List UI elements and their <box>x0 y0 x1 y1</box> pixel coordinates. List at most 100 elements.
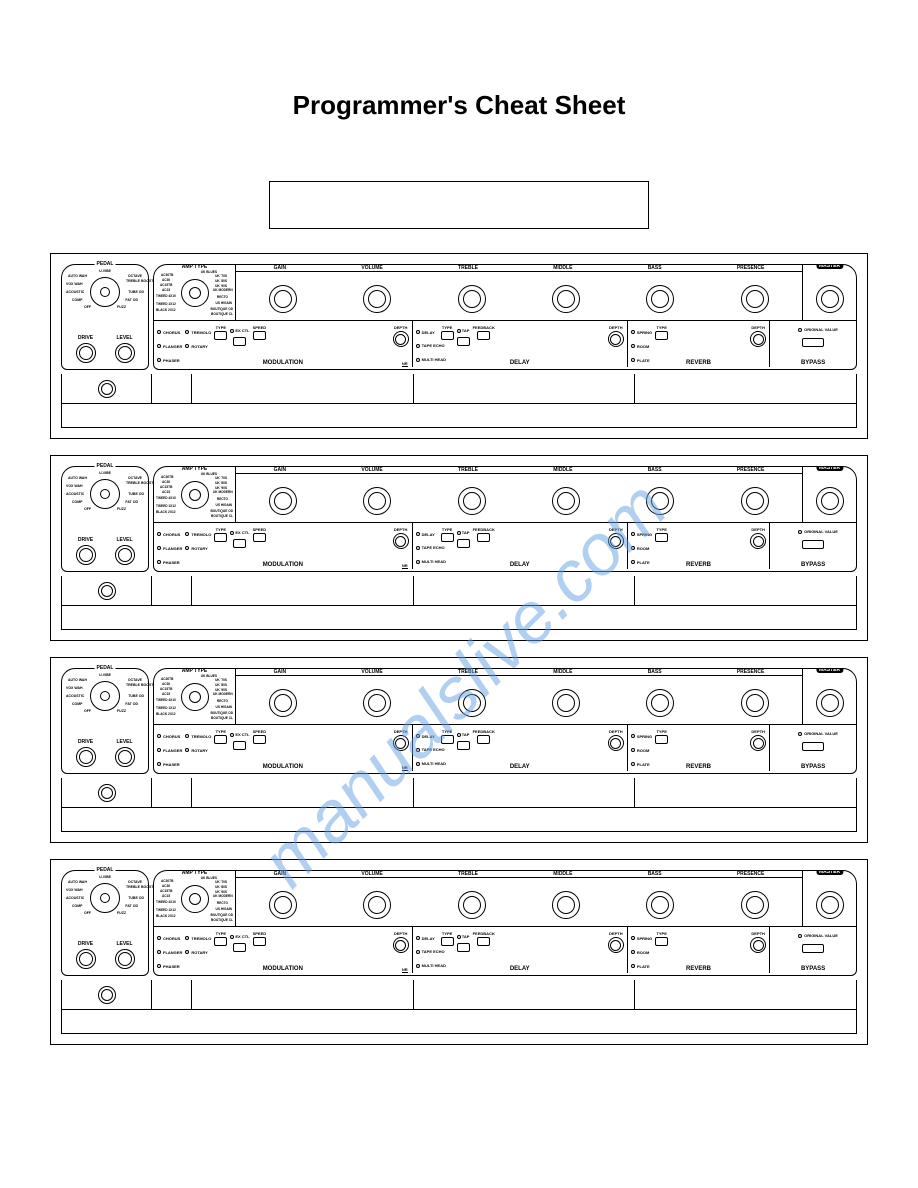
original-radio[interactable] <box>798 328 802 332</box>
spring-radio[interactable] <box>631 532 635 536</box>
mod-type-button[interactable] <box>214 937 227 946</box>
original-radio[interactable] <box>798 530 802 534</box>
delay-type-button[interactable] <box>441 331 454 340</box>
level-knob[interactable] <box>115 747 135 767</box>
delay-depth-knob[interactable] <box>608 331 624 347</box>
middle-knob[interactable] <box>552 689 580 717</box>
master-knob[interactable] <box>816 689 844 717</box>
presence-knob[interactable] <box>741 285 769 313</box>
reverb-type-button[interactable] <box>655 331 668 340</box>
mod-speed-button[interactable] <box>253 331 266 340</box>
rotary-radio[interactable] <box>185 344 189 348</box>
master-knob[interactable] <box>816 891 844 919</box>
master-knob[interactable] <box>816 487 844 515</box>
gain-knob[interactable] <box>269 689 297 717</box>
mod-speed-button[interactable] <box>253 937 266 946</box>
master-knob[interactable] <box>816 285 844 313</box>
bass-knob[interactable] <box>646 689 674 717</box>
treble-knob[interactable] <box>458 285 486 313</box>
delay-type-button[interactable] <box>441 937 454 946</box>
drive-knob[interactable] <box>76 949 96 969</box>
mod-exctl-button[interactable] <box>233 539 246 548</box>
bypass-button[interactable] <box>802 742 824 751</box>
room-radio[interactable] <box>631 748 635 752</box>
delay-depth-knob[interactable] <box>608 937 624 953</box>
mod-speed-button[interactable] <box>253 735 266 744</box>
bypass-button[interactable] <box>802 338 824 347</box>
middle-knob[interactable] <box>552 891 580 919</box>
mod-exctl-button[interactable] <box>233 741 246 750</box>
mod-exctl-button[interactable] <box>233 943 246 952</box>
phaser-radio[interactable] <box>157 358 161 362</box>
middle-knob[interactable] <box>552 487 580 515</box>
multi-radio[interactable] <box>416 560 420 564</box>
bass-knob[interactable] <box>646 285 674 313</box>
treble-knob[interactable] <box>458 891 486 919</box>
delay-type-button[interactable] <box>441 735 454 744</box>
tape-radio[interactable] <box>416 950 420 954</box>
delay-radio[interactable] <box>416 734 420 738</box>
reverb-type-button[interactable] <box>655 937 668 946</box>
presence-knob[interactable] <box>741 689 769 717</box>
room-radio[interactable] <box>631 546 635 550</box>
mod-type-button[interactable] <box>214 331 227 340</box>
flanger-radio[interactable] <box>157 950 161 954</box>
delay-tap-button[interactable] <box>457 741 470 750</box>
multi-radio[interactable] <box>416 964 420 968</box>
multi-radio[interactable] <box>416 762 420 766</box>
reverb-depth-knob[interactable] <box>750 735 766 751</box>
drive-knob[interactable] <box>76 747 96 767</box>
tremolo-radio[interactable] <box>185 532 189 536</box>
tremolo-radio[interactable] <box>185 330 189 334</box>
level-knob[interactable] <box>115 949 135 969</box>
gain-knob[interactable] <box>269 891 297 919</box>
reverb-type-button[interactable] <box>655 735 668 744</box>
room-radio[interactable] <box>631 344 635 348</box>
room-radio[interactable] <box>631 950 635 954</box>
spring-radio[interactable] <box>631 936 635 940</box>
delay-fb-button[interactable] <box>477 331 490 340</box>
rotary-radio[interactable] <box>185 748 189 752</box>
delay-fb-button[interactable] <box>477 533 490 542</box>
bypass-button[interactable] <box>802 540 824 549</box>
volume-knob[interactable] <box>363 689 391 717</box>
rotary-radio[interactable] <box>185 546 189 550</box>
volume-knob[interactable] <box>363 285 391 313</box>
plate-radio[interactable] <box>631 964 635 968</box>
tremolo-radio[interactable] <box>185 734 189 738</box>
level-knob[interactable] <box>115 545 135 565</box>
bass-knob[interactable] <box>646 487 674 515</box>
tape-radio[interactable] <box>416 546 420 550</box>
treble-knob[interactable] <box>458 689 486 717</box>
phaser-radio[interactable] <box>157 762 161 766</box>
bass-knob[interactable] <box>646 891 674 919</box>
drive-knob[interactable] <box>76 343 96 363</box>
middle-knob[interactable] <box>552 285 580 313</box>
rotary-radio[interactable] <box>185 950 189 954</box>
chorus-radio[interactable] <box>157 936 161 940</box>
plate-radio[interactable] <box>631 762 635 766</box>
original-radio[interactable] <box>798 732 802 736</box>
gain-knob[interactable] <box>269 285 297 313</box>
reverb-depth-knob[interactable] <box>750 533 766 549</box>
phaser-radio[interactable] <box>157 964 161 968</box>
presence-knob[interactable] <box>741 891 769 919</box>
mod-depth-knob[interactable] <box>393 533 409 549</box>
tape-radio[interactable] <box>416 748 420 752</box>
flanger-radio[interactable] <box>157 748 161 752</box>
delay-radio[interactable] <box>416 936 420 940</box>
delay-tap-button[interactable] <box>457 539 470 548</box>
chorus-radio[interactable] <box>157 330 161 334</box>
tremolo-radio[interactable] <box>185 936 189 940</box>
tape-radio[interactable] <box>416 344 420 348</box>
mod-depth-knob[interactable] <box>393 331 409 347</box>
plate-radio[interactable] <box>631 358 635 362</box>
reverb-depth-knob[interactable] <box>750 937 766 953</box>
spring-radio[interactable] <box>631 330 635 334</box>
volume-knob[interactable] <box>363 891 391 919</box>
bypass-button[interactable] <box>802 944 824 953</box>
original-radio[interactable] <box>798 934 802 938</box>
reverb-depth-knob[interactable] <box>750 331 766 347</box>
plate-radio[interactable] <box>631 560 635 564</box>
delay-fb-button[interactable] <box>477 937 490 946</box>
